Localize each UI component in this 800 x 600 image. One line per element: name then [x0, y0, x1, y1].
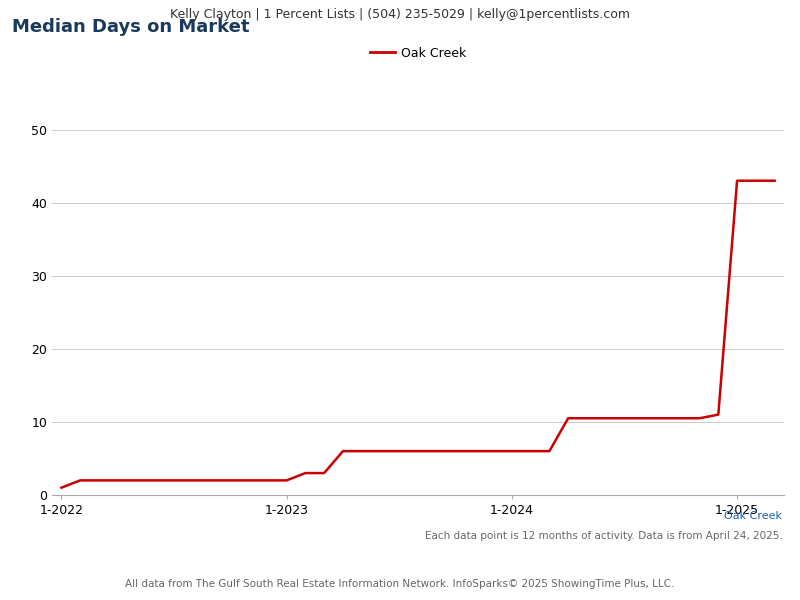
Text: All data from The Gulf South Real Estate Information Network. InfoSparks© 2025 S: All data from The Gulf South Real Estate…	[126, 579, 674, 589]
Text: Median Days on Market: Median Days on Market	[12, 18, 250, 36]
Text: Oak Creek: Oak Creek	[725, 511, 782, 521]
Text: Each data point is 12 months of activity. Data is from April 24, 2025.: Each data point is 12 months of activity…	[425, 531, 782, 541]
Legend: Oak Creek: Oak Creek	[370, 47, 466, 60]
Text: Kelly Clayton | 1 Percent Lists | (504) 235-5029 | kelly@1percentlists.com: Kelly Clayton | 1 Percent Lists | (504) …	[170, 8, 630, 21]
